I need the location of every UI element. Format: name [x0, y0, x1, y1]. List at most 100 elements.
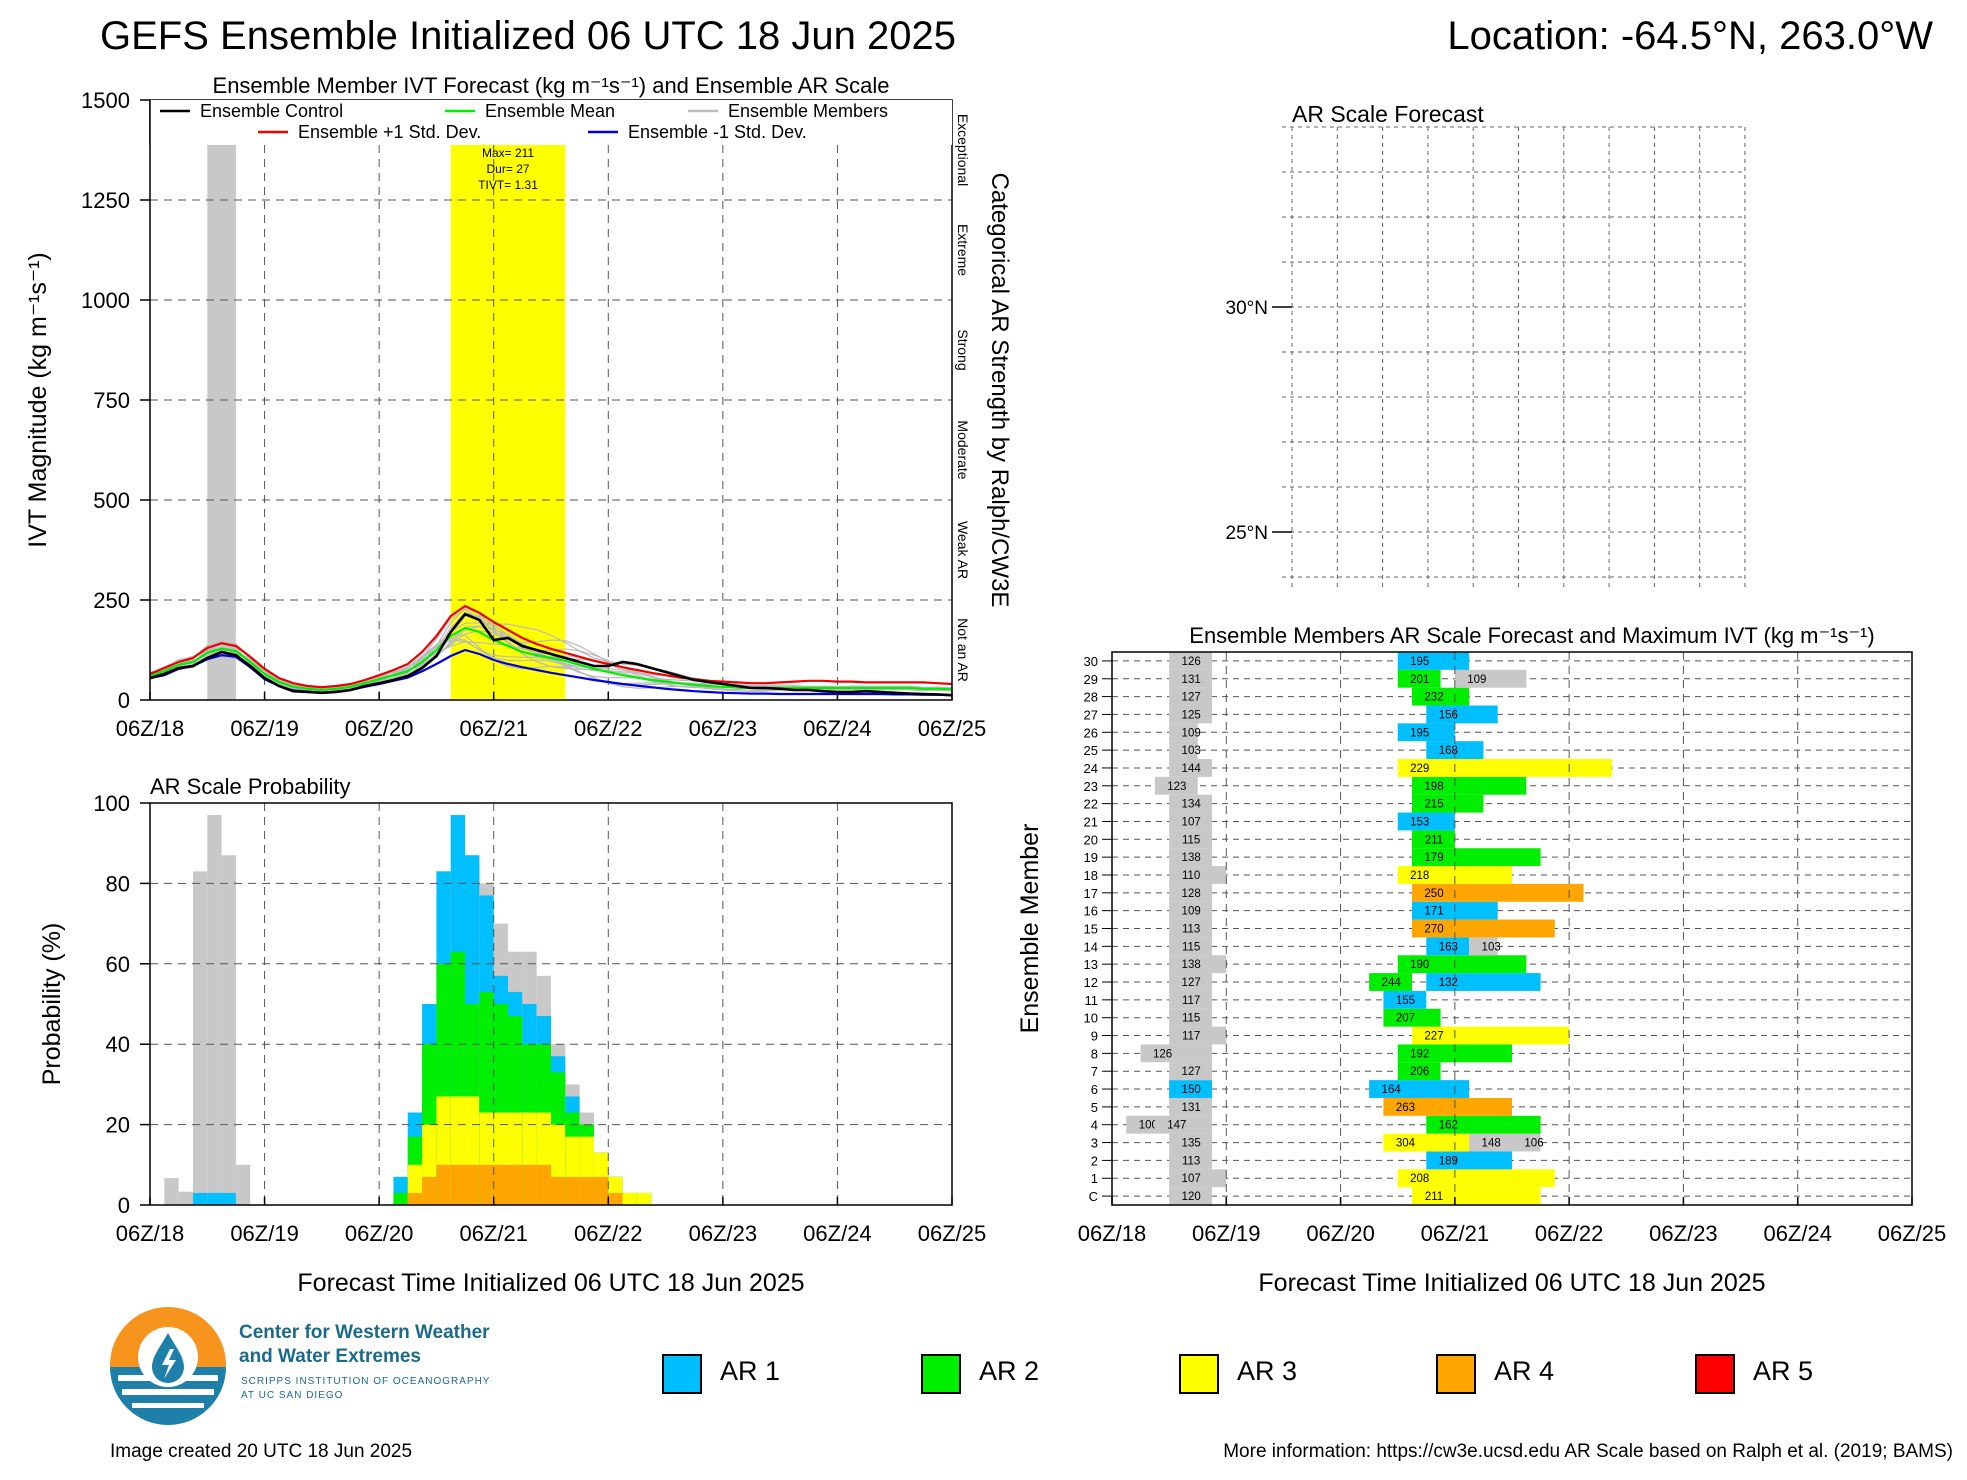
- members-bar-28-0: [1169, 687, 1212, 706]
- members-xtick-label-6: 06Z/24: [1763, 1221, 1832, 1246]
- prob-bar-15-4: [522, 1164, 537, 1205]
- logo-line-3: SCRIPPS INSTITUTION OF OCEANOGRAPHY: [241, 1376, 491, 1387]
- prob-bar-6-2: [393, 1192, 408, 1205]
- members-bar-18-0: [1169, 866, 1227, 884]
- members-bar-12-0: [1169, 973, 1212, 991]
- prob-chart-title: AR Scale Probability: [150, 774, 351, 799]
- members-bar-16-0: [1169, 901, 1212, 920]
- prob-bar-11-4: [465, 1164, 480, 1205]
- members-bar-6-0: [1169, 1080, 1212, 1098]
- members-xtick-label-2: 06Z/20: [1306, 1221, 1375, 1246]
- ivt-legend-label-4: Ensemble -1 Std. Dev.: [628, 122, 807, 142]
- members-bar-value-0-1: 211: [1425, 1191, 1443, 1203]
- members-bar-value-7-0: 127: [1182, 1066, 1201, 1078]
- members-bar-8-1: [1397, 1044, 1512, 1063]
- members-bar-30-0: [1169, 652, 1212, 670]
- members-bar-value-21-0: 107: [1182, 816, 1201, 828]
- members-bar-value-14-1: 163: [1439, 941, 1458, 953]
- members-ylabel: Ensemble Member: [1016, 824, 1044, 1034]
- ivt-annotation-2: TIVT= 1.31: [478, 178, 538, 192]
- members-bar-13-0: [1169, 955, 1227, 974]
- members-bar-21-0: [1169, 812, 1212, 831]
- members-chart-title: Ensemble Members AR Scale Forecast and M…: [1189, 623, 1874, 648]
- members-bar-19-0: [1169, 848, 1212, 867]
- members-bar-value-19-0: 138: [1182, 852, 1201, 864]
- info-note: More information: https://cw3e.ucsd.edu …: [1223, 1441, 1953, 1462]
- ivt-xtick-label-6: 06Z/24: [803, 716, 872, 741]
- members-row-label-18: 18: [1084, 868, 1098, 883]
- members-bar-value-8-1: 192: [1410, 1048, 1429, 1060]
- map-title: AR Scale Forecast: [1292, 101, 1484, 127]
- members-bar-14-2: [1469, 937, 1498, 956]
- prob-bar-16-4: [536, 1164, 551, 1205]
- page-title: GEFS Ensemble Initialized 06 UTC 18 Jun …: [100, 14, 956, 58]
- members-row-label-7: 7: [1091, 1064, 1098, 1079]
- members-bar-1-1: [1397, 1169, 1555, 1188]
- members-row-label-29: 29: [1084, 672, 1098, 687]
- members-bar-value-5-1: 263: [1396, 1102, 1415, 1114]
- members-bar-value-22-0: 134: [1182, 799, 1202, 811]
- location-title: Location: -64.5°N, 263.0°W: [1447, 14, 1933, 58]
- ivt-annotation-0: Max= 211: [482, 146, 534, 160]
- ivt-ytick-label-6: 1500: [81, 88, 130, 113]
- legend-ar4-label: AR 4: [1494, 1356, 1555, 1386]
- members-bar-value-15-0: 113: [1182, 924, 1200, 936]
- ivt-category-5: Not an AR: [955, 618, 971, 682]
- members-bar-value-4-2: 162: [1439, 1120, 1458, 1132]
- members-bar-14-0: [1169, 937, 1212, 956]
- probability-chart: 0 20 40 60 80 100 06Z/18 06Z/19 06Z/20 06Z/21 06Z/…: [38, 774, 987, 1297]
- members-bar-value-29-0: 131: [1182, 674, 1201, 686]
- members-bar-value-7-1: 206: [1410, 1066, 1429, 1078]
- members-bar-8-0: [1140, 1044, 1212, 1063]
- ivt-shade-0: [207, 144, 236, 700]
- members-bar-value-10-0: 115: [1182, 1013, 1200, 1025]
- members-bar-value-14-2: 103: [1482, 941, 1501, 953]
- legend-ar3-swatch: [1179, 1354, 1219, 1394]
- prob-xtick-label-7: 06Z/25: [918, 1221, 987, 1246]
- members-bar-3-1: [1383, 1133, 1470, 1152]
- prob-ytick-label-5: 100: [93, 791, 130, 816]
- members-bar-26-1: [1397, 723, 1455, 742]
- members-bar-value-12-2: 132: [1439, 977, 1458, 989]
- ivt-chart-title: Ensemble Member IVT Forecast (kg m⁻¹s⁻¹)…: [213, 73, 890, 98]
- members-bar-value-20-0: 115: [1182, 834, 1200, 846]
- prob-frame: [149, 802, 953, 1206]
- ivt-chart: 06Z/18 06Z/19 06Z/20 06Z/21 06Z/22 06Z/23 06Z/…: [24, 73, 1013, 741]
- members-bar-value-17-1: 250: [1424, 888, 1443, 900]
- ivt-category-4: Weak AR: [955, 521, 971, 579]
- members-bar-14-1: [1426, 937, 1470, 956]
- members-bar-value-2-0: 113: [1182, 1155, 1200, 1167]
- legend-ar3-label: AR 3: [1237, 1356, 1298, 1386]
- prob-xlabel: Forecast Time Initialized 06 UTC 18 Jun …: [297, 1269, 804, 1297]
- prob-ytick-label-0: 0: [118, 1193, 130, 1218]
- legend-ar1-swatch: [662, 1354, 702, 1394]
- members-bar-0-0: [1169, 1187, 1212, 1205]
- members-row-label-5: 5: [1091, 1100, 1098, 1115]
- members-row-label-6: 6: [1091, 1082, 1098, 1097]
- members-bar-value-27-0: 125: [1182, 709, 1201, 721]
- members-bar-value-25-1: 168: [1439, 745, 1458, 757]
- prob-bar-2-0: [192, 871, 208, 1205]
- ivt-legend-label-3: Ensemble +1 Std. Dev.: [298, 122, 481, 142]
- members-row-label-26: 26: [1084, 725, 1098, 740]
- members-bar-value-28-0: 127: [1182, 692, 1201, 704]
- prob-bar-9-4: [436, 1164, 451, 1205]
- prob-bar-12-4: [479, 1164, 494, 1205]
- prob-bar-23-3: [636, 1192, 652, 1205]
- members-row-label-27: 27: [1084, 707, 1098, 722]
- ivt-xtick-label-0: 06Z/18: [116, 716, 185, 741]
- members-bar-value-1-1: 208: [1410, 1173, 1429, 1185]
- members-bar-19-1: [1412, 848, 1541, 867]
- members-bar-5-1: [1383, 1097, 1512, 1116]
- members-bar-value-30-0: 126: [1182, 656, 1201, 668]
- prob-bar-21-4: [608, 1192, 623, 1205]
- members-bar-value-9-1: 227: [1424, 1031, 1443, 1043]
- members-bar-29-1: [1397, 669, 1441, 688]
- ivt-legend-label-1: Ensemble Mean: [485, 101, 615, 121]
- ivt-xtick-label-4: 06Z/22: [574, 716, 643, 741]
- prob-xtick-label-5: 06Z/23: [689, 1221, 758, 1246]
- ivt-category-0: Exceptional: [955, 114, 971, 186]
- members-bar-6-1: [1369, 1080, 1470, 1098]
- members-bar-22-1: [1412, 794, 1484, 813]
